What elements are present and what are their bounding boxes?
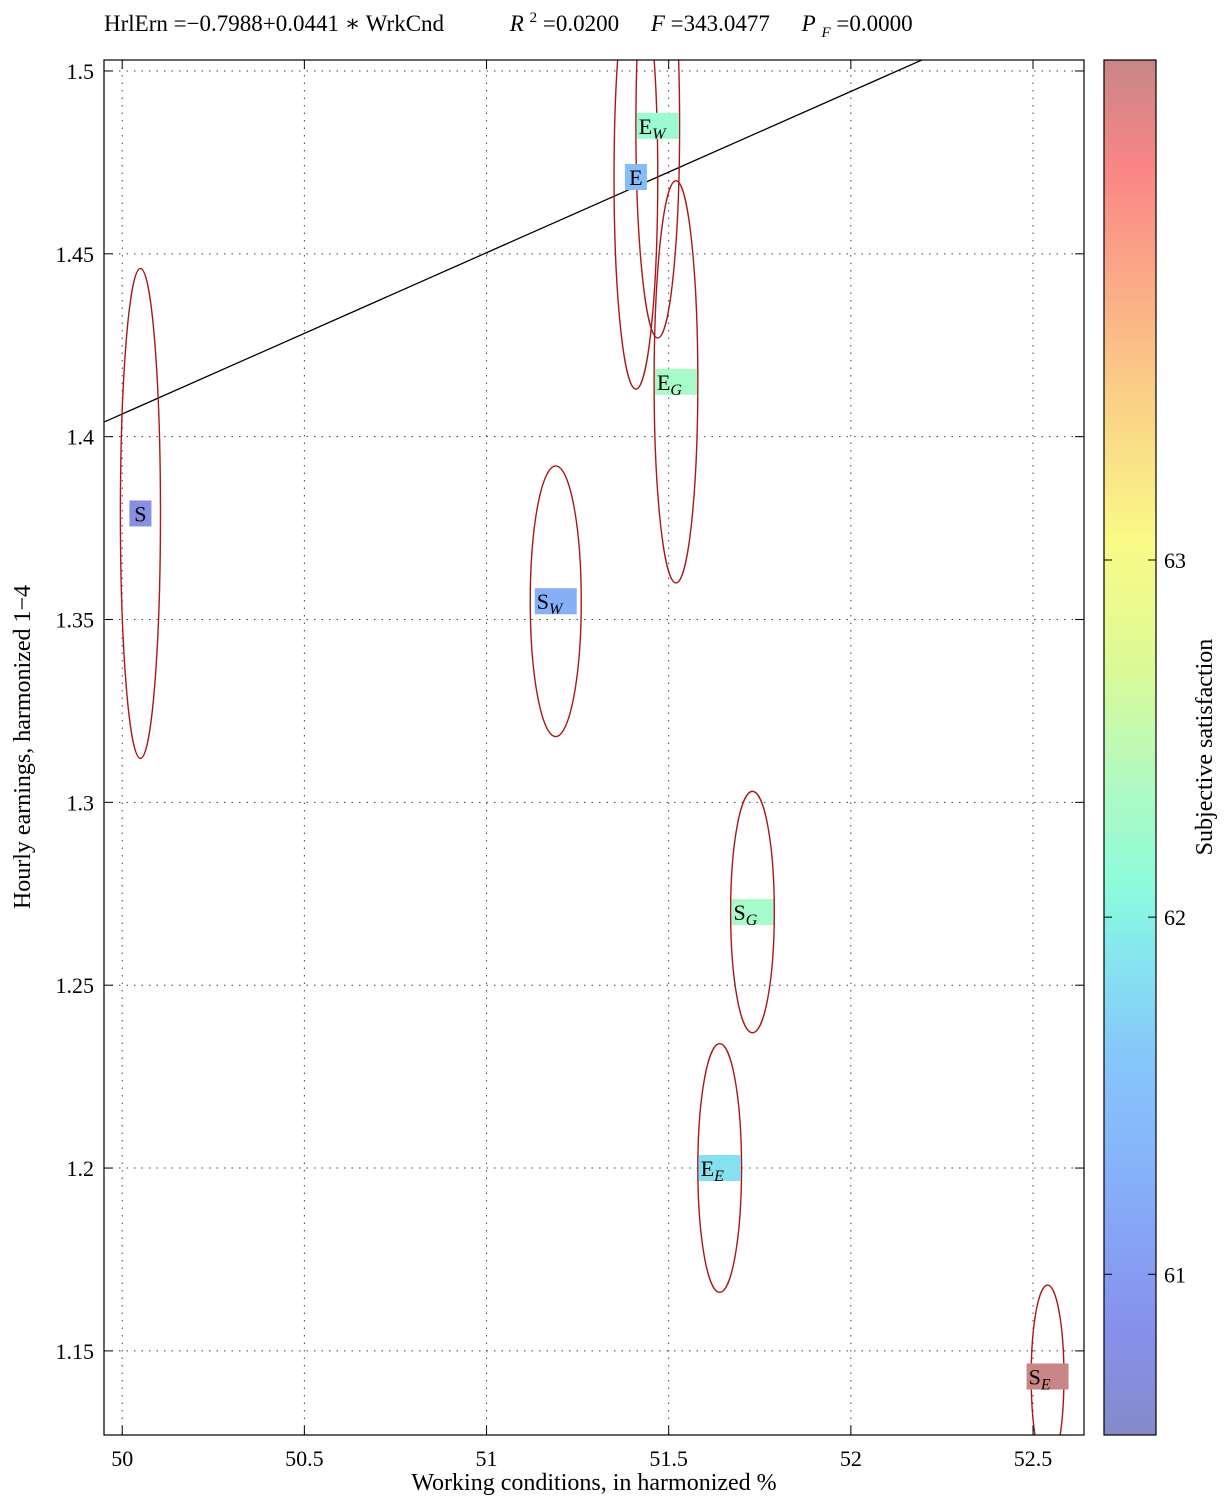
point-label: S (134, 501, 146, 526)
y-tick-label: 1.35 (56, 608, 95, 633)
point-label-background (731, 899, 774, 926)
y-tick-label: 1.45 (56, 242, 95, 267)
point-label-background (624, 164, 647, 191)
x-tick-label: 52.5 (1014, 1446, 1053, 1471)
title-f-symbol: F (650, 11, 666, 36)
y-tick-label: 1.15 (56, 1339, 95, 1364)
point-marker: E (624, 164, 647, 191)
point-label-background (129, 500, 152, 527)
y-tick-label: 1.2 (67, 1156, 95, 1181)
confidence-ellipse (613, 60, 659, 390)
title-pf-sub: F (820, 25, 831, 41)
x-tick-label: 50.5 (285, 1446, 324, 1471)
colorbar-label: Subjective satisfaction (1192, 639, 1218, 856)
colorbar-tick-label: 62 (1164, 905, 1186, 930)
point-label-background (636, 112, 679, 139)
y-tick-label: 1.25 (56, 973, 95, 998)
confidence-ellipse (697, 1043, 743, 1294)
title-pf-symbol: P (801, 11, 816, 36)
y-tick-label: 1.5 (67, 59, 95, 84)
point-labels: S SW E EW EG SG EE SE (129, 112, 1069, 1393)
x-axis-label: Working conditions, in harmonized % (411, 1470, 776, 1496)
y-tick-label: 1.3 (67, 790, 95, 815)
point-label: E (629, 165, 642, 190)
point-label-background (1026, 1363, 1069, 1390)
x-tick-label: 51 (476, 1446, 498, 1471)
colorbar: 61 62 63 (1103, 59, 1186, 1436)
colorbar-gradient (1103, 59, 1157, 1436)
x-tick-label: 50 (111, 1446, 133, 1471)
point-marker: SE (1026, 1363, 1069, 1393)
title-r2-symbol: R (509, 11, 524, 36)
colorbar-tick-label: 63 (1164, 548, 1186, 573)
confidence-ellipse (119, 267, 162, 760)
point-label: EW (639, 114, 667, 143)
point-marker: S (129, 500, 152, 527)
y-tick-label: 1.4 (67, 425, 95, 450)
point-label-background (534, 588, 577, 615)
point-marker: EE (698, 1155, 741, 1185)
confidence-ellipse (529, 465, 582, 738)
point-label: SW (537, 589, 564, 618)
colorbar-tick-label: 61 (1164, 1262, 1186, 1287)
chart-title: HrlErn =−0.7988+0.0441 ∗ WrkCnd R 2 =0.0… (104, 2, 913, 42)
point-label: EE (701, 1156, 724, 1185)
title-f-value: =343.0477 (671, 11, 770, 36)
plot-frame (103, 59, 1085, 1436)
title-r2-value: =0.0200 (543, 11, 619, 36)
axes: 50 50.5 51 51.5 52 52.5 1.15 1.2 1.25 1.3 1.35 1.4 1… (56, 59, 1084, 1471)
point-label-background (654, 368, 697, 395)
title-pf-value: =0.0000 (836, 11, 912, 36)
regression-line (104, 60, 924, 423)
x-tick-label: 52 (840, 1446, 862, 1471)
confidence-ellipse (729, 790, 776, 1034)
point-label: SG (733, 900, 757, 929)
point-label: EG (657, 370, 682, 399)
title-equation: HrlErn =−0.7988+0.0441 ∗ WrkCnd (104, 11, 445, 36)
point-marker: SG (731, 899, 774, 929)
point-label-background (698, 1155, 741, 1182)
x-tick-label: 51.5 (649, 1446, 688, 1471)
point-marker: SW (534, 588, 577, 618)
grid-lines (104, 60, 1084, 1435)
confidence-ellipse (653, 179, 699, 584)
confidence-ellipse (635, 60, 681, 339)
point-marker: EW (636, 112, 679, 143)
title-r2-sup: 2 (530, 10, 538, 26)
point-label: SE (1029, 1364, 1051, 1393)
plot-area (104, 60, 1065, 1435)
point-marker: EG (654, 368, 697, 399)
y-axis-label: Hourly earnings, harmonized 1−4 (10, 585, 36, 909)
